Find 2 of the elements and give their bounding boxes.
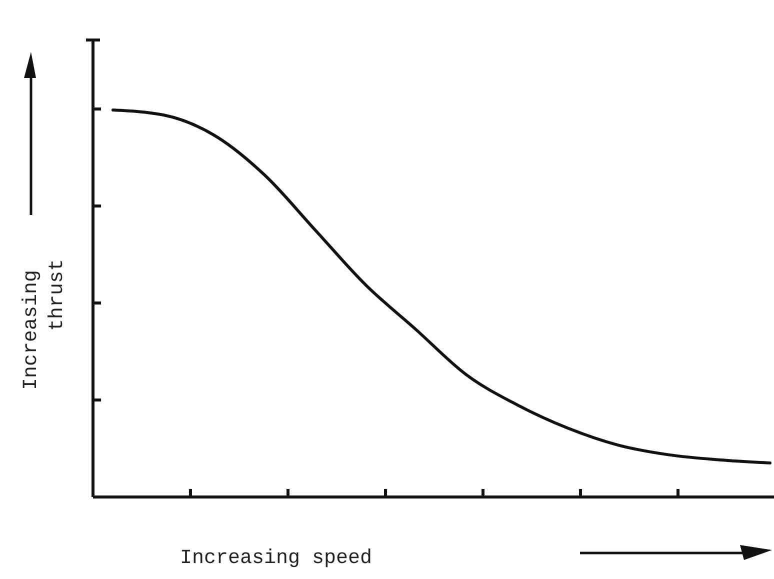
y-axis-title: Increasing thrust (20, 258, 69, 390)
x-axis-title: Increasing speed (180, 547, 372, 570)
